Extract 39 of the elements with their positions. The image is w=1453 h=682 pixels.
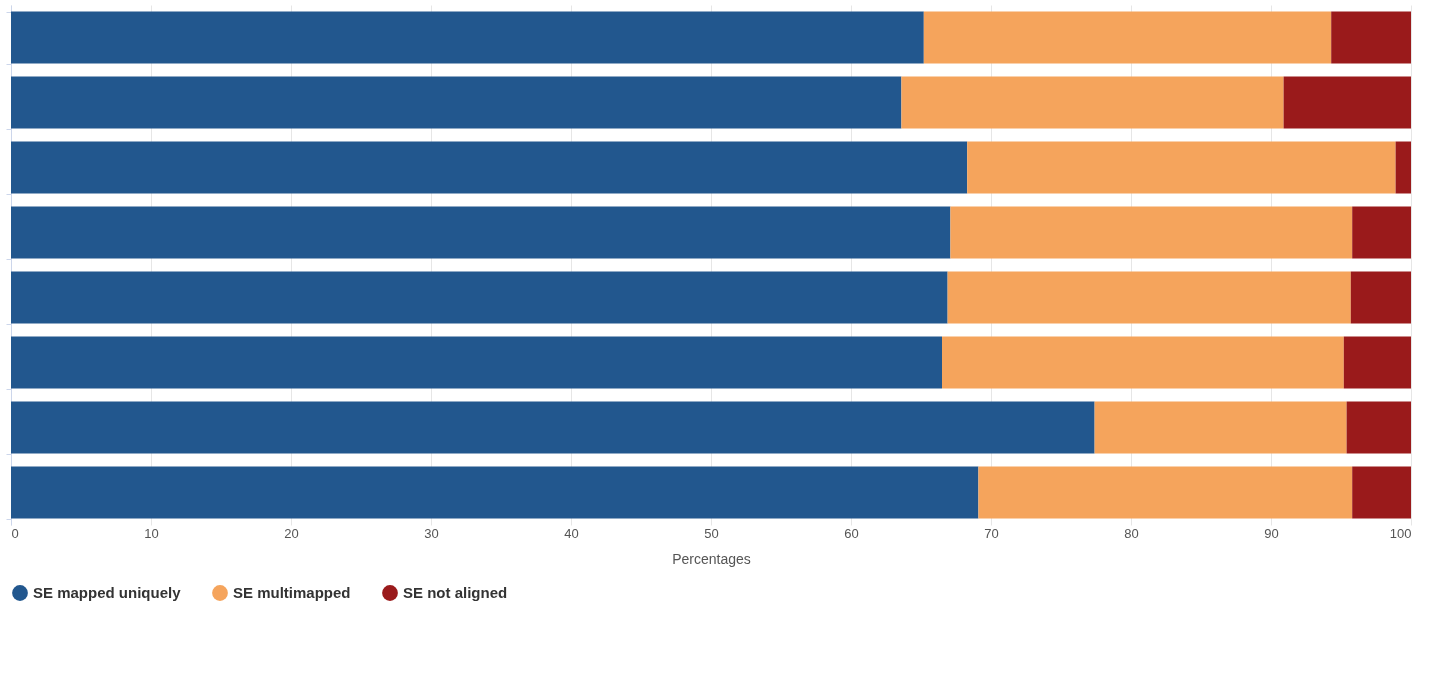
x-tick-label: 80: [1124, 525, 1139, 541]
bar: [942, 336, 1344, 389]
bar: [1346, 401, 1411, 454]
x-tick-label: 100: [1389, 525, 1412, 541]
bar: [11, 401, 1095, 454]
bar: [967, 141, 1396, 194]
bar: [11, 271, 948, 324]
x-tick-label: 50: [704, 525, 719, 541]
bar: [11, 141, 968, 194]
bar: [11, 11, 924, 64]
x-tick-label: 60: [844, 525, 859, 541]
bar: [1395, 141, 1411, 194]
x-tick-label: 90: [1264, 525, 1279, 541]
bar: [978, 466, 1353, 519]
bar: [1352, 466, 1411, 519]
legend-label: SE mapped uniquely: [33, 584, 182, 601]
legend-label: SE not aligned: [403, 584, 508, 601]
bar: [950, 206, 1353, 259]
bar: [11, 76, 902, 129]
bar: [11, 206, 951, 259]
x-tick-label: 0: [11, 525, 19, 541]
bar: [1352, 206, 1411, 259]
x-axis-title: Percentages: [672, 550, 751, 567]
x-tick-label: 70: [984, 525, 999, 541]
bar: [11, 466, 979, 519]
bar: [923, 11, 1332, 64]
bar: [1331, 11, 1411, 64]
bar: [1094, 401, 1347, 454]
bar: [1283, 76, 1411, 129]
x-tick-label: 40: [564, 525, 579, 541]
x-tick-label: 30: [424, 525, 439, 541]
legend-label: SE multimapped: [233, 584, 351, 601]
x-tick-label: 20: [284, 525, 299, 541]
x-tick-label: 10: [144, 525, 159, 541]
bar: [1350, 271, 1411, 324]
bar: [11, 336, 942, 389]
bar: [947, 271, 1351, 324]
bar: [901, 76, 1284, 129]
bar: [1343, 336, 1411, 389]
